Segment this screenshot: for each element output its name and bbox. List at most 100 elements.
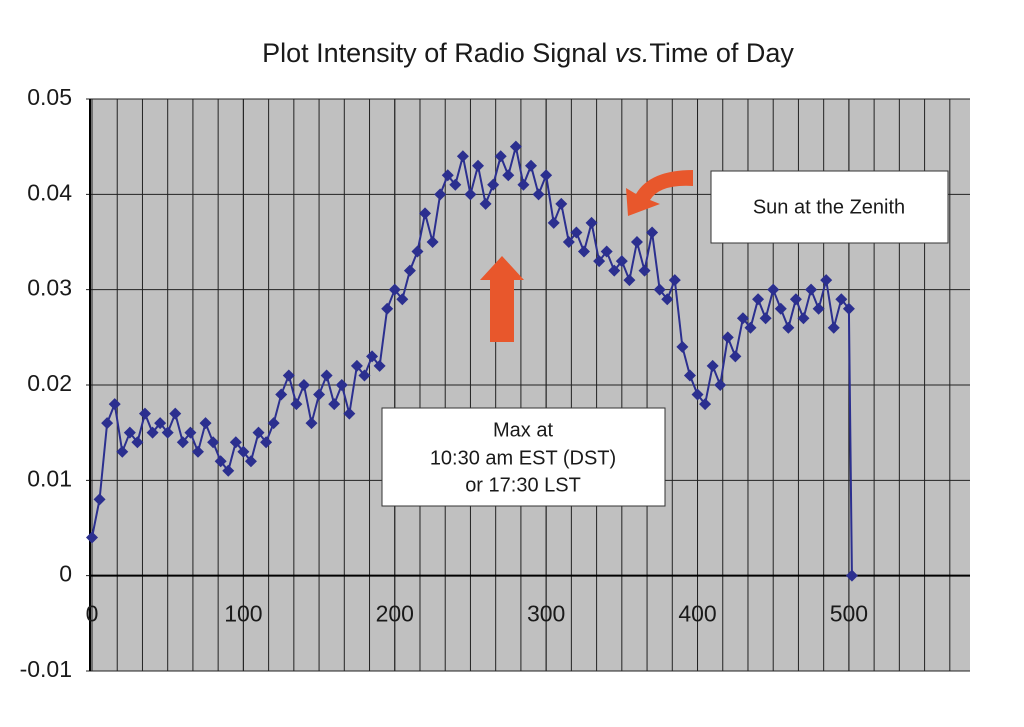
- data-point: [668, 274, 681, 287]
- data-point: [820, 274, 833, 287]
- data-point: [275, 388, 288, 401]
- data-point: [146, 426, 159, 439]
- data-point: [479, 197, 492, 210]
- data-point: [207, 436, 220, 449]
- data-point: [638, 264, 651, 277]
- data-point: [623, 274, 636, 287]
- data-point: [805, 283, 818, 296]
- data-point: [419, 207, 432, 220]
- data-point: [229, 436, 242, 449]
- data-point: [161, 426, 174, 439]
- data-point: [282, 369, 295, 382]
- data-point: [403, 264, 416, 277]
- data-point: [184, 426, 197, 439]
- y-tick-label: 0.02: [27, 370, 72, 396]
- x-tick-label: 500: [830, 601, 868, 627]
- data-point: [244, 455, 257, 468]
- data-point: [782, 321, 795, 334]
- data-point: [744, 321, 757, 334]
- data-point: [214, 455, 227, 468]
- data-point: [328, 398, 341, 411]
- data-point: [396, 293, 409, 306]
- data-point: [320, 369, 333, 382]
- data-point: [774, 302, 787, 315]
- x-tick-label: 400: [678, 601, 716, 627]
- data-point: [646, 226, 659, 239]
- data-point: [267, 417, 280, 430]
- data-point: [343, 407, 356, 420]
- data-point: [434, 188, 447, 201]
- annotation-text: Sun at the Zenith: [753, 196, 905, 218]
- data-point: [714, 379, 727, 391]
- arrow: [480, 256, 524, 342]
- data-point: [615, 255, 628, 268]
- x-tick-label: 200: [376, 601, 414, 627]
- data-point: [373, 359, 386, 372]
- data-point: [752, 293, 765, 306]
- data-point: [290, 398, 303, 411]
- data-point: [101, 417, 114, 430]
- data-point: [721, 331, 734, 344]
- data-point: [653, 283, 666, 296]
- annotation-text: 10:30 am EST (DST): [430, 447, 616, 469]
- data-point: [555, 197, 568, 210]
- x-tick-label: 100: [224, 601, 262, 627]
- data-point: [154, 417, 167, 430]
- data-point: [86, 531, 98, 544]
- data-point: [630, 236, 643, 248]
- arrow: [626, 170, 693, 216]
- data-point: [540, 169, 553, 182]
- data-point: [509, 140, 522, 153]
- data-point: [789, 293, 802, 306]
- y-tick-label: 0.05: [27, 84, 72, 110]
- data-point: [176, 436, 189, 449]
- data-point: [845, 569, 858, 582]
- data-point: [108, 398, 121, 411]
- data-point: [381, 302, 394, 315]
- data-point: [441, 169, 454, 182]
- x-tick-label: 300: [527, 601, 565, 627]
- data-point: [827, 321, 840, 334]
- data-point: [494, 150, 507, 163]
- data-point: [676, 340, 689, 353]
- x-tick-label: 0: [86, 601, 99, 627]
- data-point: [260, 436, 273, 449]
- data-point: [449, 178, 462, 191]
- data-point: [169, 407, 182, 420]
- data-point: [366, 350, 379, 363]
- data-point: [313, 388, 326, 401]
- annotation-text: Max at: [493, 419, 553, 441]
- data-point: [683, 369, 696, 382]
- data-point: [199, 417, 212, 430]
- annotation-text: or 17:30 LST: [465, 474, 581, 496]
- data-point: [547, 216, 560, 229]
- data-point: [691, 388, 704, 401]
- data-point: [699, 398, 712, 411]
- data-point: [131, 436, 144, 449]
- data-point: [577, 245, 590, 258]
- data-point: [661, 293, 674, 306]
- data-point: [487, 178, 500, 191]
- data-point: [93, 493, 106, 506]
- data-point: [736, 312, 749, 325]
- data-point: [812, 302, 825, 315]
- data-point: [350, 359, 363, 372]
- data-point: [517, 178, 530, 191]
- data-point: [116, 445, 129, 458]
- title-text: Plot Intensity of Radio Signal: [262, 38, 615, 68]
- data-point: [472, 159, 485, 172]
- data-point: [297, 379, 310, 391]
- data-point: [729, 350, 742, 363]
- data-point: [237, 445, 250, 458]
- y-tick-label: -0.01: [20, 656, 72, 682]
- data-point: [600, 245, 613, 258]
- data-point: [525, 159, 537, 172]
- chart-title: Plot Intensity of Radio Signal vs.Time o…: [262, 38, 794, 68]
- y-tick-label: 0: [59, 561, 72, 587]
- data-point: [426, 236, 439, 248]
- data-point: [797, 312, 810, 325]
- data-point: [411, 245, 424, 258]
- data-point: [335, 379, 348, 391]
- y-tick-label: 0.01: [27, 465, 72, 491]
